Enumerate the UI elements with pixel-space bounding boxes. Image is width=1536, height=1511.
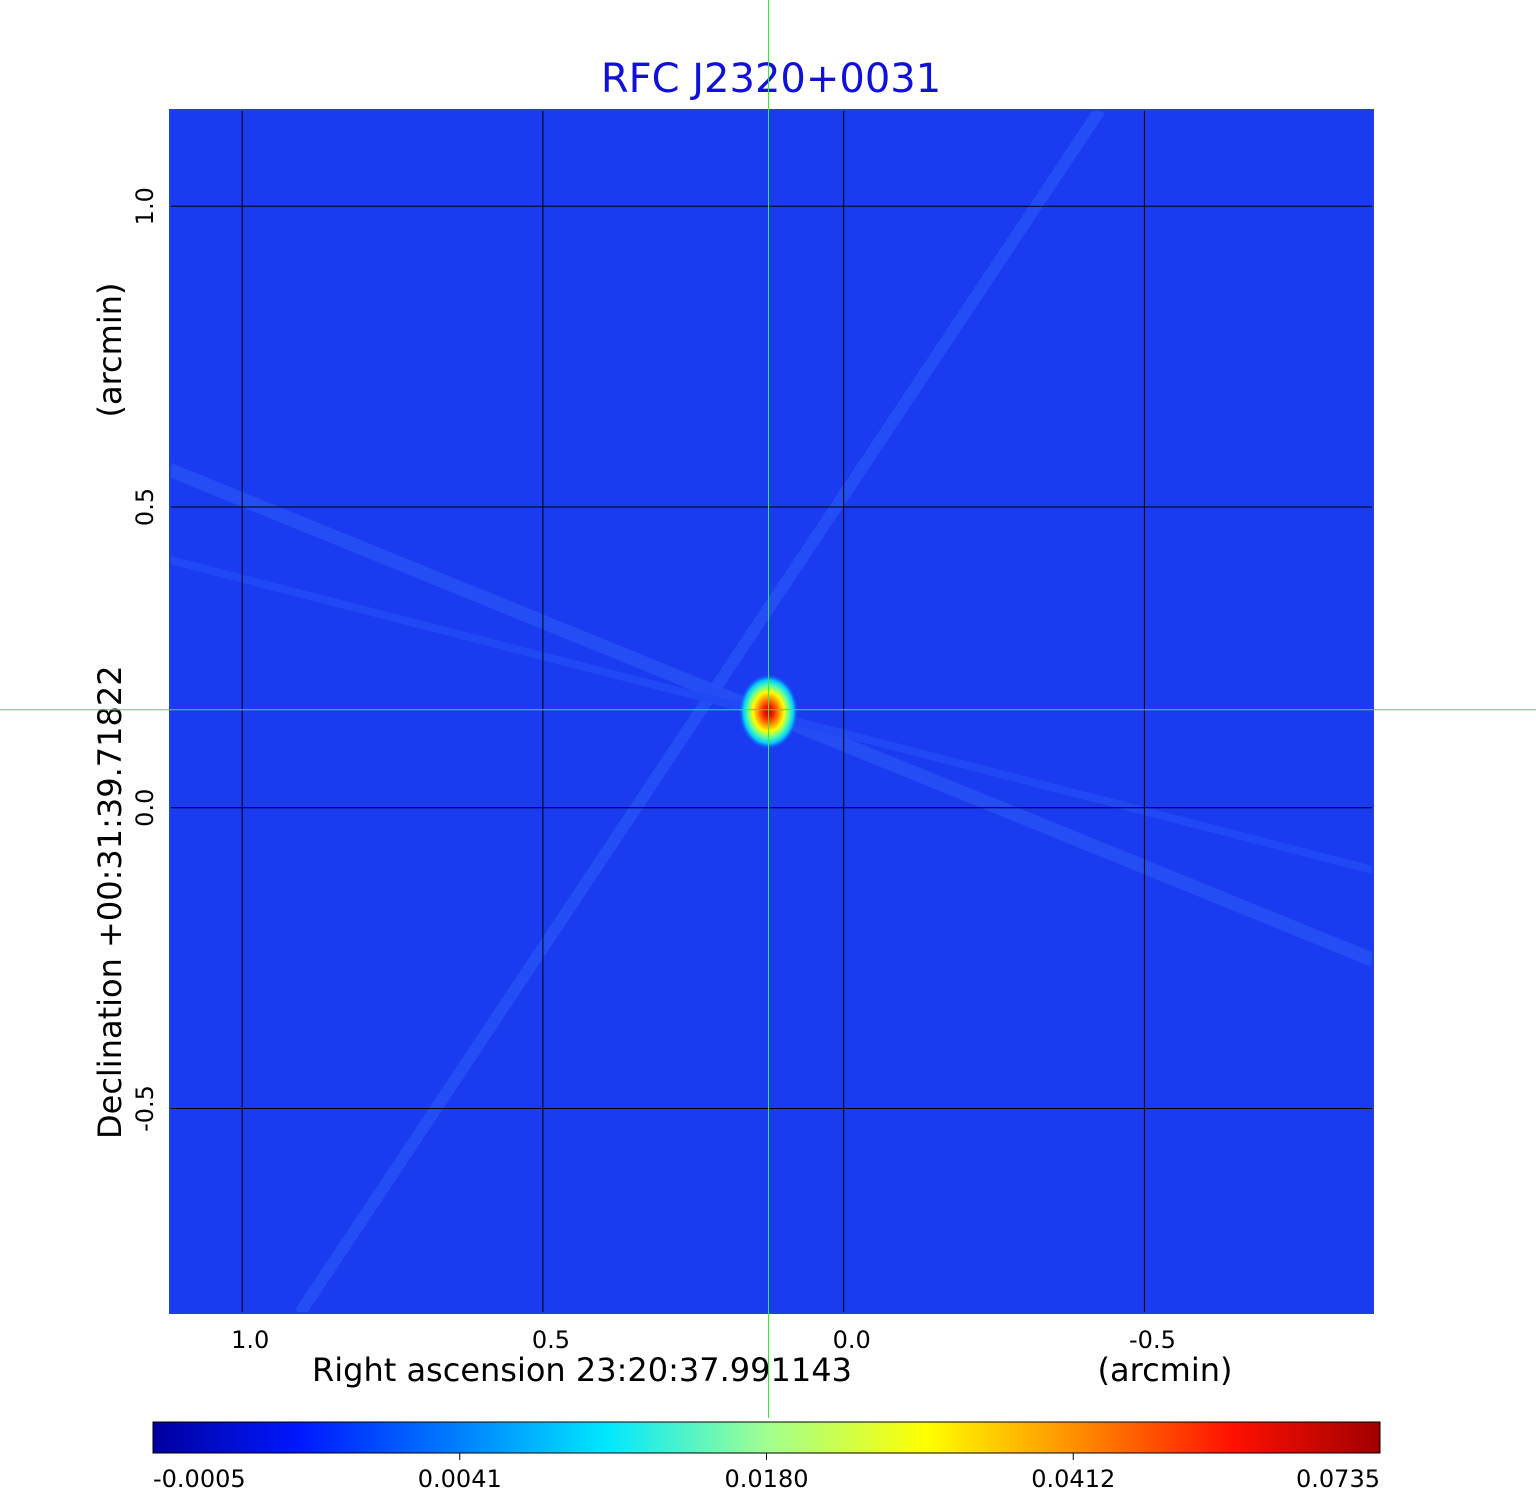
y-tick-label: 1.0 xyxy=(131,187,159,225)
chart-title: RFC J2320+0031 xyxy=(601,56,941,102)
colorbar-tick-label: 0.0412 xyxy=(1031,1465,1115,1493)
x-tick-label: 0.5 xyxy=(532,1326,570,1354)
x-tick-label: 0.0 xyxy=(833,1326,871,1354)
x-axis-label: Right ascension 23:20:37.991143 xyxy=(312,1351,852,1389)
sidelobe-streak xyxy=(295,110,1105,1313)
x-tick-label: 1.0 xyxy=(231,1326,269,1354)
y-tick-label: -0.5 xyxy=(131,1085,159,1132)
x-axis-unit: (arcmin) xyxy=(1098,1351,1233,1389)
grid-lines xyxy=(170,110,1373,1313)
colorbar: -0.0005 0.0041 0.0180 0.0412 0.0735 xyxy=(152,1421,1381,1493)
plot-area xyxy=(169,109,1374,1314)
colorbar-scale xyxy=(152,1421,1381,1454)
x-axis-ticks: 1.0 0.5 0.0 -0.5 xyxy=(231,1326,1176,1354)
colorbar-ticks: -0.0005 0.0041 0.0180 0.0412 0.0735 xyxy=(153,1453,1380,1493)
plot-border xyxy=(169,109,1374,1314)
colorbar-tick-label: 0.0735 xyxy=(1296,1465,1380,1493)
y-axis-ticks: 1.0 0.5 0.0 -0.5 xyxy=(131,187,159,1132)
colorbar-tick-label: 0.0041 xyxy=(418,1465,502,1493)
y-axis-label: Declination +00:31:39.71822 xyxy=(91,665,129,1139)
colorbar-tick-label: 0.0180 xyxy=(725,1465,809,1493)
crosshair xyxy=(0,0,1536,1418)
y-axis-unit: (arcmin) xyxy=(91,283,129,418)
x-tick-label: -0.5 xyxy=(1129,1326,1176,1354)
y-tick-label: 0.0 xyxy=(131,789,159,827)
colorbar-tick-label: -0.0005 xyxy=(153,1465,246,1493)
y-tick-label: 0.5 xyxy=(131,488,159,526)
